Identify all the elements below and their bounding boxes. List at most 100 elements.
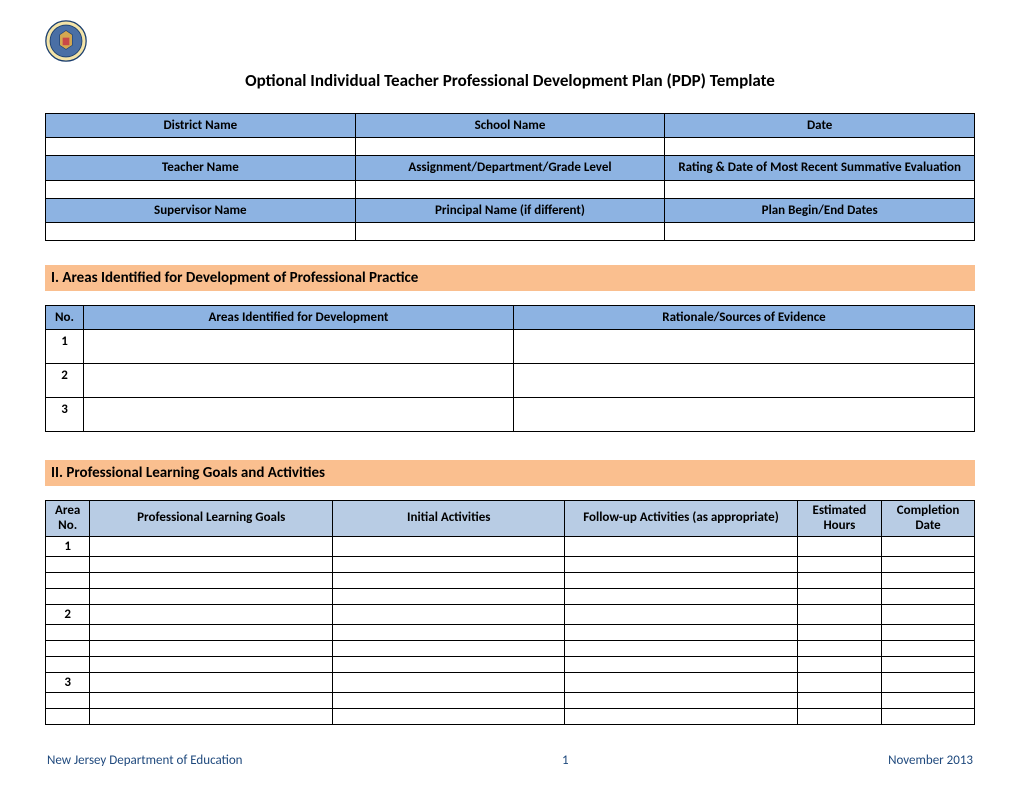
goals-cell[interactable] xyxy=(565,709,797,725)
goals-cell[interactable] xyxy=(882,657,975,673)
goals-cell[interactable] xyxy=(333,573,565,589)
goals-cell[interactable] xyxy=(882,573,975,589)
section-1-header: I. Areas Identified for Development of P… xyxy=(45,265,975,291)
info-table: District Name School Name Date Teacher N… xyxy=(45,113,975,241)
info-value[interactable] xyxy=(665,222,975,240)
goals-cell[interactable] xyxy=(90,605,333,625)
goals-cell[interactable] xyxy=(565,657,797,673)
goals-cell[interactable] xyxy=(797,589,881,605)
areas-table: No. Areas Identified for Development Rat… xyxy=(45,305,975,432)
footer-page-number: 1 xyxy=(562,753,569,768)
goals-cell[interactable] xyxy=(565,589,797,605)
info-value[interactable] xyxy=(665,138,975,156)
goals-cell[interactable] xyxy=(882,641,975,657)
goals-cell[interactable] xyxy=(333,673,565,693)
areas-cell[interactable] xyxy=(84,397,514,431)
areas-col-no: No. xyxy=(46,305,84,329)
goals-cell[interactable] xyxy=(90,625,333,641)
goals-cell[interactable] xyxy=(90,557,333,573)
goals-cell[interactable] xyxy=(797,605,881,625)
goals-col-goals: Professional Learning Goals xyxy=(90,500,333,537)
goals-cell[interactable] xyxy=(90,573,333,589)
goals-cell[interactable] xyxy=(565,557,797,573)
goals-cell[interactable] xyxy=(90,641,333,657)
goals-cell[interactable] xyxy=(565,625,797,641)
goals-cell[interactable] xyxy=(333,641,565,657)
goals-table: Area No. Professional Learning Goals Ini… xyxy=(45,500,975,726)
info-value[interactable] xyxy=(46,138,356,156)
goals-col-date: Completion Date xyxy=(882,500,975,537)
goals-cell[interactable] xyxy=(797,641,881,657)
section-2-header: II. Professional Learning Goals and Acti… xyxy=(45,460,975,486)
info-header: Rating & Date of Most Recent Summative E… xyxy=(665,156,975,181)
goals-cell[interactable] xyxy=(90,693,333,709)
goals-area-num: 3 xyxy=(46,673,90,693)
goals-cell[interactable] xyxy=(797,673,881,693)
areas-cell[interactable] xyxy=(514,363,975,397)
goals-cell[interactable] xyxy=(333,709,565,725)
goals-cell[interactable] xyxy=(797,573,881,589)
goals-cell[interactable] xyxy=(882,625,975,641)
info-header: Plan Begin/End Dates xyxy=(665,198,975,222)
goals-col-initial: Initial Activities xyxy=(333,500,565,537)
goals-cell[interactable] xyxy=(882,709,975,725)
info-header: Date xyxy=(665,114,975,138)
info-header: School Name xyxy=(355,114,665,138)
goals-area-num: 2 xyxy=(46,605,90,625)
goals-cell[interactable] xyxy=(565,537,797,557)
areas-cell[interactable] xyxy=(514,397,975,431)
goals-cell[interactable] xyxy=(797,709,881,725)
goals-cell[interactable] xyxy=(882,537,975,557)
info-value[interactable] xyxy=(355,180,665,198)
goals-cell[interactable] xyxy=(565,641,797,657)
areas-cell[interactable] xyxy=(514,329,975,363)
state-seal-logo xyxy=(45,20,87,62)
goals-cell[interactable] xyxy=(90,589,333,605)
goals-cell[interactable] xyxy=(90,537,333,557)
goals-cell[interactable] xyxy=(797,693,881,709)
areas-cell[interactable] xyxy=(84,363,514,397)
areas-row-num: 2 xyxy=(46,363,84,397)
info-value[interactable] xyxy=(665,180,975,198)
goals-cell[interactable] xyxy=(797,625,881,641)
info-value[interactable] xyxy=(46,180,356,198)
areas-row-num: 1 xyxy=(46,329,84,363)
goals-cell[interactable] xyxy=(797,557,881,573)
info-header: Teacher Name xyxy=(46,156,356,181)
areas-row-num: 3 xyxy=(46,397,84,431)
info-value[interactable] xyxy=(355,222,665,240)
goals-area-num: 1 xyxy=(46,537,90,557)
goals-cell[interactable] xyxy=(90,673,333,693)
page-title: Optional Individual Teacher Professional… xyxy=(45,70,975,91)
goals-col-area-no: Area No. xyxy=(46,500,90,537)
goals-cell[interactable] xyxy=(882,589,975,605)
areas-cell[interactable] xyxy=(84,329,514,363)
goals-cell[interactable] xyxy=(90,709,333,725)
goals-cell[interactable] xyxy=(333,605,565,625)
goals-cell[interactable] xyxy=(797,537,881,557)
goals-cell[interactable] xyxy=(333,557,565,573)
info-header: Assignment/Department/Grade Level xyxy=(355,156,665,181)
goals-cell[interactable] xyxy=(565,693,797,709)
goals-cell[interactable] xyxy=(90,657,333,673)
goals-cell[interactable] xyxy=(882,673,975,693)
goals-cell[interactable] xyxy=(797,657,881,673)
goals-col-hours: Estimated Hours xyxy=(797,500,881,537)
goals-cell[interactable] xyxy=(333,693,565,709)
info-value[interactable] xyxy=(46,222,356,240)
goals-cell[interactable] xyxy=(333,537,565,557)
goals-cell[interactable] xyxy=(333,589,565,605)
goals-cell[interactable] xyxy=(565,673,797,693)
goals-cell[interactable] xyxy=(565,573,797,589)
goals-cell[interactable] xyxy=(882,693,975,709)
goals-cell[interactable] xyxy=(333,657,565,673)
goals-cell[interactable] xyxy=(882,605,975,625)
info-value[interactable] xyxy=(355,138,665,156)
goals-cell[interactable] xyxy=(565,605,797,625)
areas-col-rationale: Rationale/Sources of Evidence xyxy=(514,305,975,329)
goals-cell[interactable] xyxy=(333,625,565,641)
goals-cell[interactable] xyxy=(882,557,975,573)
info-header: District Name xyxy=(46,114,356,138)
footer-left: New Jersey Department of Education xyxy=(47,753,243,768)
goals-col-followup: Follow-up Activities (as appropriate) xyxy=(565,500,797,537)
